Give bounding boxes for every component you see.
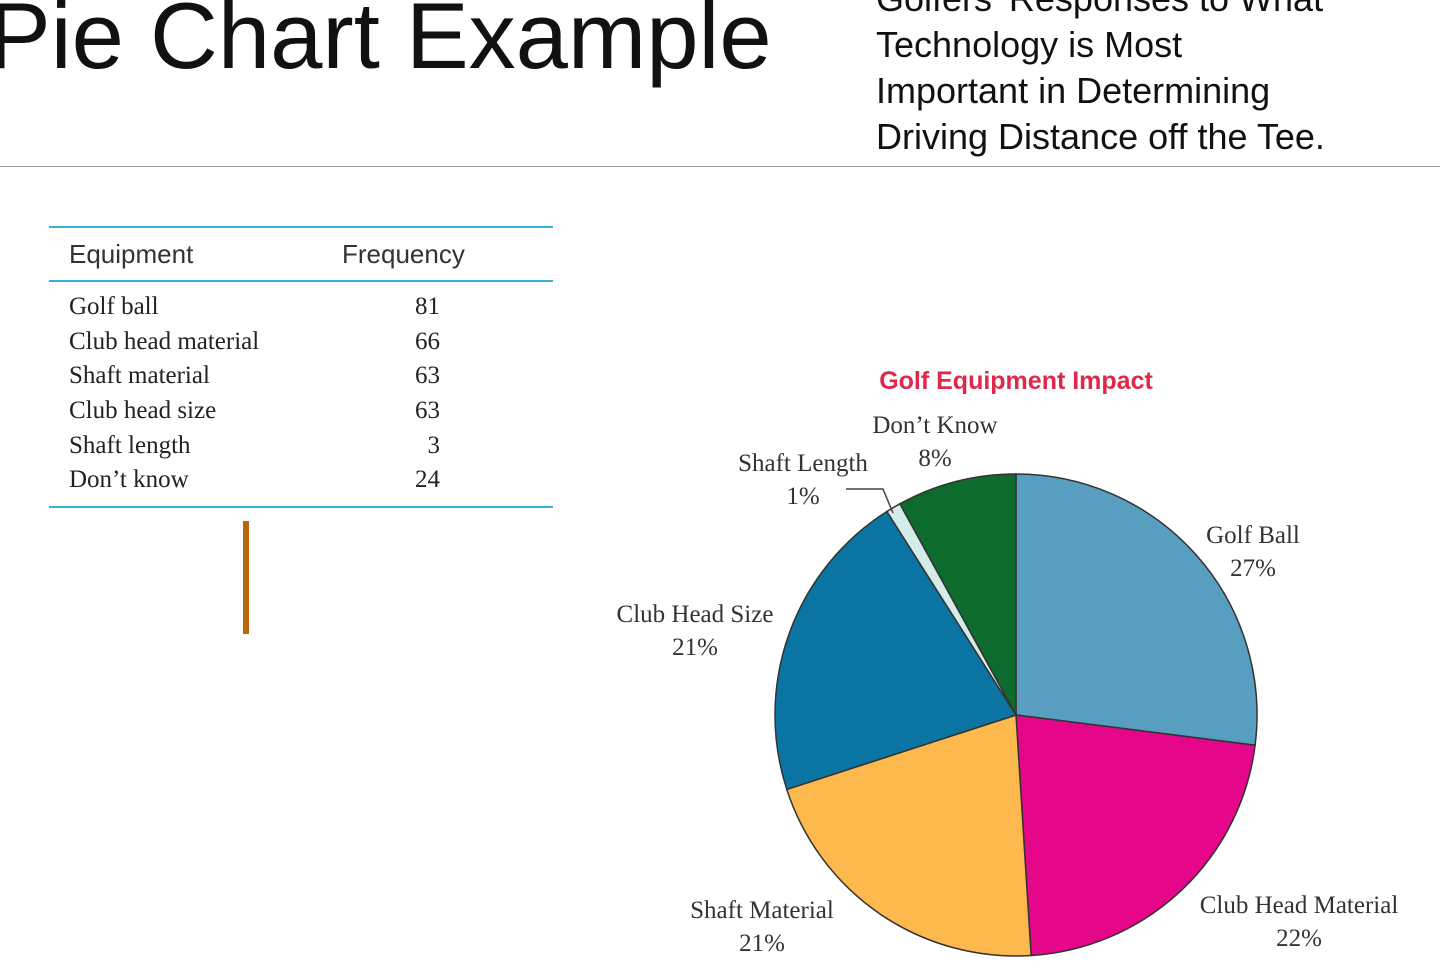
slice-label: Don’t Know — [872, 412, 997, 439]
frequency-table: Equipment Frequency Golf ball 81 Club he… — [49, 226, 553, 508]
table-row: Club head material 66 — [49, 325, 553, 360]
pie-slice-don-t-know — [898, 473, 1017, 716]
frequency-cell: 63 — [415, 397, 440, 425]
subtitle-line: Golfers' Responses to What — [876, 0, 1396, 22]
shaft-length-leader-line — [846, 488, 894, 514]
equipment-cell: Don’t know — [49, 462, 320, 508]
slice-percent-label: 21% — [739, 930, 785, 957]
pie-slice-golf-ball — [1015, 473, 1258, 747]
frequency-cell: 63 — [415, 362, 440, 390]
slice-label: Club Head Material — [1200, 892, 1399, 919]
slide-title: Pie Chart Example — [0, 0, 772, 88]
frequency-cell: 66 — [415, 327, 440, 355]
pie-slice-shaft-material — [785, 713, 1032, 957]
column-header-frequency: Frequency — [320, 226, 553, 282]
subtitle-line: Important in Determining — [876, 70, 1271, 111]
chart-title: Golf Equipment Impact — [879, 367, 1153, 395]
column-header-equipment: Equipment — [49, 226, 320, 282]
slice-percent-label: 1% — [786, 483, 819, 510]
pie-slice-club-head-material — [1015, 714, 1256, 957]
slice-label: Shaft Length — [738, 450, 868, 477]
title-divider — [0, 166, 1440, 167]
equipment-cell: Shaft length — [69, 431, 191, 459]
subtitle-line: Driving Distance off the Tee. — [876, 116, 1325, 157]
table-row: Shaft material 63 — [49, 359, 553, 394]
pie-slice-club-head-size — [774, 510, 1018, 791]
slide-subtitle: Golfers' Responses to What Technology is… — [876, 0, 1396, 160]
frequency-cell: 24 — [320, 462, 553, 508]
frequency-cell: 3 — [427, 431, 441, 459]
equipment-cell: Golf ball — [69, 293, 159, 321]
slice-percent-label: 21% — [672, 634, 718, 661]
table-header-row: Equipment Frequency — [49, 226, 553, 282]
slice-label: Golf Ball — [1206, 522, 1300, 549]
equipment-cell: Shaft material — [69, 362, 210, 390]
slice-percent-label: 27% — [1230, 555, 1276, 582]
equipment-cell: Club head size — [69, 397, 217, 425]
slice-percent-label: 22% — [1276, 925, 1322, 952]
slice-label: Shaft Material — [690, 897, 834, 924]
accent-bar — [243, 521, 249, 634]
table-row: Golf ball 81 — [49, 281, 553, 325]
pie-slices — [774, 473, 1258, 957]
slice-label: Club Head Size — [617, 601, 774, 628]
table-row: Shaft length 3 — [49, 428, 553, 463]
table-row: Club head size 63 — [49, 394, 553, 429]
frequency-cell: 81 — [415, 293, 440, 321]
equipment-cell: Club head material — [69, 327, 260, 355]
subtitle-line: Technology is Most — [876, 24, 1183, 65]
slice-labels: Golf Ball 27% Club Head Material 22% Shaft M… — [617, 412, 1399, 957]
table-row: Don’t know 24 — [49, 462, 553, 508]
slice-percent-label: 8% — [918, 445, 951, 472]
